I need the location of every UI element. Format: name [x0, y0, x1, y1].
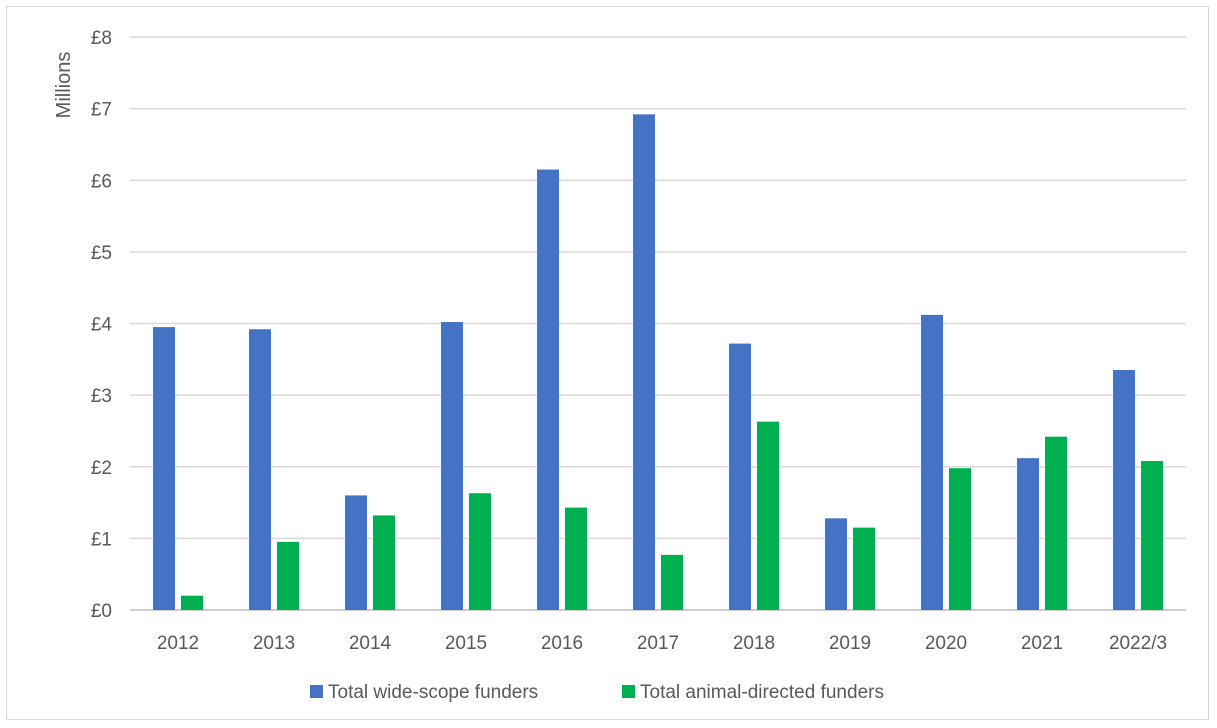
bar-wide-scope-2015: [441, 322, 463, 610]
legend-swatch: [310, 685, 323, 698]
bar-animal-directed-2021: [1045, 436, 1067, 610]
bar-wide-scope-2018: [729, 343, 751, 610]
legend: Total wide-scope funders Total animal-dir…: [310, 682, 884, 703]
bar-animal-directed-2012: [181, 595, 203, 610]
bar-animal-directed-2017: [661, 554, 683, 610]
legend-swatch: [622, 685, 635, 698]
x-tick-label: 2016: [541, 633, 583, 654]
y-tick-label: £0: [91, 601, 112, 622]
legend-label: Total wide-scope funders: [328, 682, 538, 703]
bar-wide-scope-2012: [153, 327, 175, 610]
x-tick-label: 2021: [1021, 633, 1063, 654]
y-axis-title: Millions: [53, 52, 75, 119]
legend-label: Total animal-directed funders: [640, 682, 884, 703]
y-tick-label: £3: [91, 386, 112, 407]
x-tick-label: 2013: [253, 633, 295, 654]
bar-animal-directed-2018: [757, 421, 779, 610]
bar-wide-scope-2016: [537, 169, 559, 610]
bar-wide-scope-2017: [633, 114, 655, 610]
bar-wide-scope-2013: [249, 329, 271, 610]
chart-frame: [6, 6, 1209, 720]
x-tick-label: 2017: [637, 633, 679, 654]
bar-animal-directed-2022-3: [1141, 461, 1163, 610]
y-tick-label: £7: [91, 100, 112, 121]
y-tick-label: £1: [91, 529, 112, 550]
y-tick-label: £4: [91, 315, 113, 336]
y-axis-tick-labels: £0 £1 £2 £3 £4 £5 £6 £7 £8: [91, 28, 113, 622]
bar-animal-directed-2020: [949, 468, 971, 610]
bar-animal-directed-2019: [853, 527, 875, 610]
bar-animal-directed-2015: [469, 493, 491, 610]
x-tick-label: 2012: [157, 633, 199, 654]
x-tick-label: 2020: [925, 633, 967, 654]
x-tick-label: 2019: [829, 633, 871, 654]
x-tick-label: 2022/3: [1109, 633, 1167, 654]
gridlines: [130, 36, 1186, 611]
bar-wide-scope-2020: [921, 314, 943, 610]
bar-wide-scope-2022-3: [1113, 370, 1135, 610]
x-tick-label: 2014: [349, 633, 392, 654]
bar-animal-directed-2013: [277, 541, 299, 610]
bar-wide-scope-2019: [825, 518, 847, 610]
y-tick-label: £5: [91, 243, 112, 264]
y-tick-label: £2: [91, 458, 112, 479]
y-tick-label: £8: [91, 28, 112, 49]
x-tick-label: 2018: [733, 633, 775, 654]
y-tick-label: £6: [91, 171, 112, 192]
bar-animal-directed-2016: [565, 507, 587, 610]
x-tick-label: 2015: [445, 633, 487, 654]
bar-wide-scope-2021: [1017, 458, 1039, 610]
x-axis-tick-labels: 2012 2013 2014 2015 2016 2017 2018 2019 2020 2021…: [157, 633, 1167, 654]
bar-animal-directed-2014: [373, 515, 395, 610]
bars: [153, 114, 1163, 610]
bar-wide-scope-2014: [345, 495, 367, 610]
